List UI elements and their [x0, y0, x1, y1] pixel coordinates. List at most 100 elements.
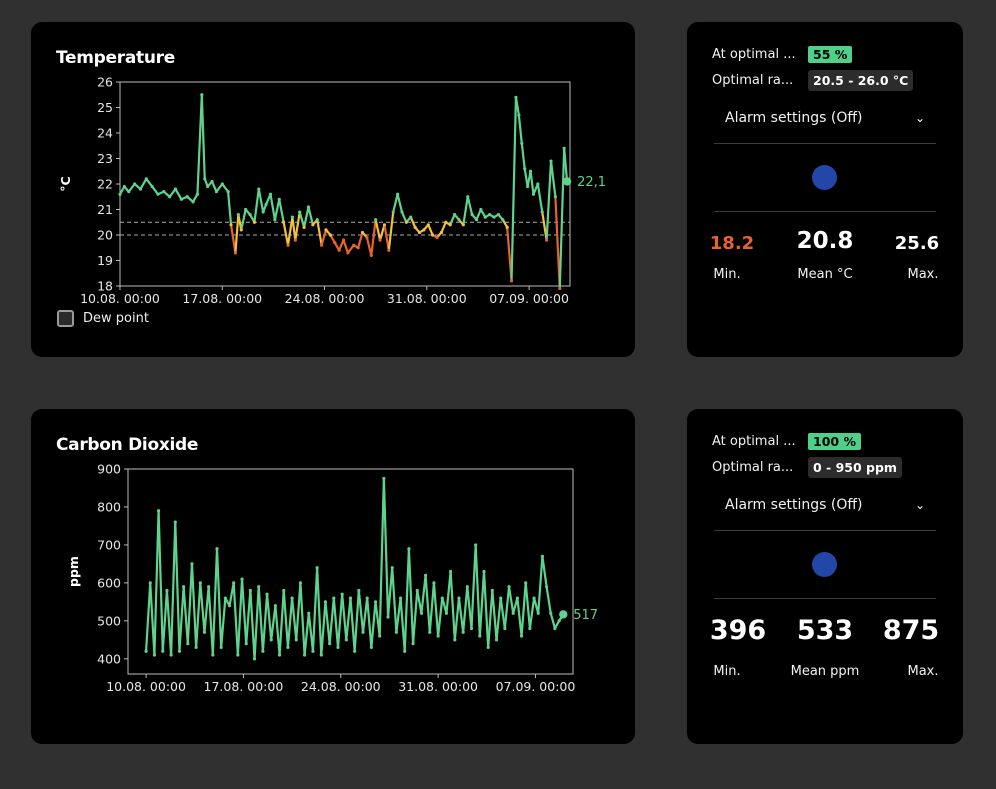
- divider: [714, 598, 936, 599]
- series-segment: [353, 589, 360, 653]
- data-point: [435, 235, 439, 240]
- data-point: [444, 220, 448, 224]
- series-segment: [257, 585, 264, 653]
- y-tick-label: 25: [97, 100, 113, 115]
- optimal-range-badge: 20.5 - 26.0 °C: [808, 70, 914, 91]
- data-point: [431, 233, 435, 237]
- series-segment: [478, 570, 486, 638]
- temperature-chart[interactable]: 18 19 20 21 22 23 24 25 26 10.08. 00:00 17.08. 00:…: [31, 22, 635, 322]
- series-segment: [151, 185, 160, 196]
- data-point: [341, 238, 346, 242]
- data-point: [449, 569, 453, 574]
- series-segment: [503, 585, 511, 630]
- data-point: [422, 228, 426, 232]
- series-segment: [453, 596, 461, 641]
- series-segment: [558, 147, 566, 290]
- x-tick-label: 31.08. 00:00: [398, 679, 478, 694]
- data-point: [499, 596, 503, 600]
- data-point: [133, 182, 137, 186]
- co2-chart-card: Carbon Dioxide 400 500 600 700 800 900 10.08. …: [31, 409, 635, 744]
- y-tick-label: 24: [97, 126, 113, 141]
- data-point: [403, 649, 407, 653]
- series-segment: [528, 596, 536, 630]
- series-segment: [366, 596, 373, 649]
- series-segment: [400, 210, 408, 224]
- data-point: [391, 210, 395, 214]
- optimal-range-row: Optimal ra... 20.5 - 26.0 °C: [712, 70, 914, 91]
- x-tick-label: 10.08. 00:00: [106, 679, 186, 694]
- data-point: [127, 190, 131, 194]
- y-tick-label: 700: [97, 537, 121, 552]
- data-point: [374, 218, 378, 222]
- data-point: [528, 626, 532, 631]
- series-segment: [545, 585, 552, 615]
- alarm-settings-dropdown[interactable]: Alarm settings (Off) ⌄: [725, 497, 925, 513]
- data-point: [346, 251, 350, 255]
- data-point: [195, 192, 200, 196]
- series-segment: [361, 596, 369, 634]
- series-segment: [207, 585, 214, 657]
- series-segment: [139, 177, 148, 191]
- series-segment: [449, 213, 456, 226]
- series-segment: [144, 581, 152, 653]
- data-point: [482, 569, 486, 574]
- data-point: [152, 653, 157, 657]
- series-segment: [392, 193, 399, 214]
- data-point: [337, 248, 341, 252]
- data-point: [244, 642, 248, 646]
- series-segment: [466, 195, 474, 216]
- series-segment: [215, 547, 223, 649]
- data-point: [277, 197, 281, 201]
- data-point: [179, 197, 183, 201]
- data-point: [479, 207, 483, 212]
- y-tick-label: 400: [97, 651, 121, 666]
- max-value: 25.6: [894, 233, 940, 254]
- data-point: [486, 645, 490, 650]
- status-indicator-dot: [812, 552, 837, 577]
- data-point: [549, 159, 553, 163]
- y-tick-label: 21: [97, 202, 113, 217]
- data-point: [214, 190, 219, 194]
- series-segment: [316, 218, 323, 247]
- data-point: [444, 611, 449, 615]
- alarm-settings-dropdown[interactable]: Alarm settings (Off) ⌄: [725, 110, 925, 126]
- dew-point-toggle[interactable]: Dew point: [57, 310, 149, 327]
- data-point: [311, 649, 315, 653]
- data-point: [519, 634, 524, 638]
- data-point: [536, 611, 540, 615]
- co2-chart[interactable]: 400 500 600 700 800 900 10.08. 00:00 17.08. 00:…: [31, 409, 635, 709]
- series-segment: [541, 555, 548, 588]
- y-axis-unit: °C: [58, 176, 73, 191]
- data-point: [423, 573, 428, 577]
- data-point: [407, 547, 411, 551]
- data-point: [517, 113, 521, 117]
- series-segment: [449, 570, 456, 641]
- y-tick-label: 20: [97, 228, 113, 243]
- series-segment: [487, 589, 494, 649]
- series-segment: [563, 147, 569, 183]
- data-point: [466, 195, 470, 199]
- series-segment: [482, 570, 490, 649]
- data-point: [244, 207, 248, 212]
- data-point: [474, 543, 478, 547]
- series-segment: [462, 195, 469, 226]
- data-point: [536, 182, 540, 186]
- data-point: [461, 223, 465, 227]
- x-tick-label: 07.09. 00:00: [489, 291, 569, 306]
- series-segment: [457, 596, 465, 634]
- x-tick-label: 24.08. 00:00: [301, 679, 381, 694]
- data-point: [293, 238, 297, 242]
- data-point: [185, 195, 189, 199]
- series-segment: [127, 182, 136, 193]
- series-segment: [336, 593, 344, 649]
- series-segment: [407, 547, 415, 645]
- data-point: [319, 653, 323, 657]
- data-point: [378, 634, 382, 638]
- data-point: [232, 581, 236, 585]
- data-point: [236, 213, 240, 217]
- dew-point-checkbox[interactable]: [57, 310, 74, 327]
- series-segment: [395, 596, 402, 634]
- data-point: [233, 251, 238, 255]
- data-point: [290, 215, 295, 219]
- data-point: [315, 218, 319, 222]
